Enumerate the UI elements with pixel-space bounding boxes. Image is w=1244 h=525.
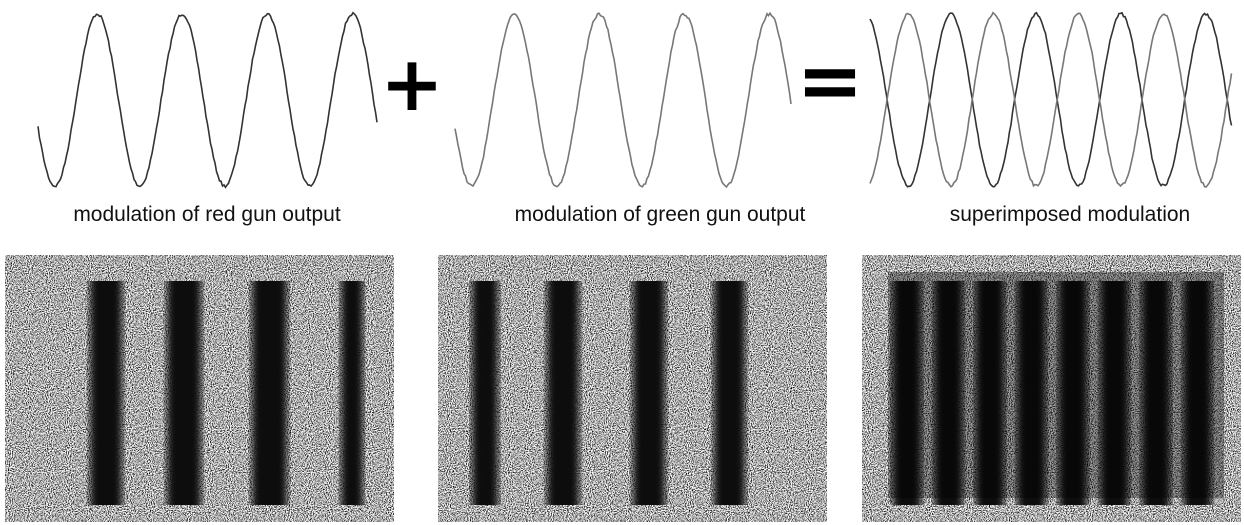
sine-wave (455, 13, 791, 187)
grating-bar (252, 281, 287, 505)
grating-bar (547, 281, 579, 505)
grating-bar (714, 281, 745, 505)
plus-sign: + (380, 39, 444, 128)
equals-sign: = (796, 34, 863, 127)
caption: modulation of green gun output (515, 203, 806, 226)
grating-bar (341, 281, 363, 505)
grating-bar (472, 281, 498, 505)
grating-bar (167, 281, 201, 505)
grating-bar (633, 281, 665, 505)
page: + = modulation of red gun output modulat… (0, 0, 1244, 525)
waveforms (38, 13, 1232, 188)
figure: + = modulation of red gun output modulat… (0, 0, 1244, 525)
grating-bars (90, 272, 1224, 505)
sine-wave (870, 13, 1232, 187)
caption: modulation of red gun output (73, 203, 341, 226)
grating-bar (90, 281, 122, 505)
sine-wave (870, 13, 1232, 187)
caption: superimposed modulation (950, 203, 1190, 226)
sine-wave (38, 13, 377, 188)
grating-shade (888, 272, 1224, 498)
